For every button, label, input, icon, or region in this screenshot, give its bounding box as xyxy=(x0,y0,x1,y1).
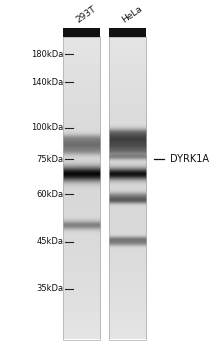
Bar xyxy=(109,37,146,340)
Text: 140kDa: 140kDa xyxy=(31,78,64,87)
Text: 293T: 293T xyxy=(74,4,98,25)
Bar xyxy=(109,28,146,37)
Text: 60kDa: 60kDa xyxy=(36,190,64,199)
Text: HeLa: HeLa xyxy=(120,4,144,24)
Text: DYRK1A: DYRK1A xyxy=(170,154,209,164)
Text: 35kDa: 35kDa xyxy=(36,284,64,293)
Text: 75kDa: 75kDa xyxy=(36,155,64,164)
Text: 100kDa: 100kDa xyxy=(31,123,64,132)
Text: 180kDa: 180kDa xyxy=(31,50,64,59)
Bar xyxy=(63,37,100,340)
Text: 45kDa: 45kDa xyxy=(37,237,64,246)
Bar xyxy=(63,28,100,37)
